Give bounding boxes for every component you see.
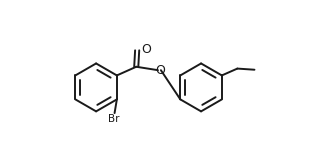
Text: Br: Br: [108, 114, 119, 124]
Text: O: O: [141, 43, 151, 56]
Text: O: O: [155, 64, 165, 77]
